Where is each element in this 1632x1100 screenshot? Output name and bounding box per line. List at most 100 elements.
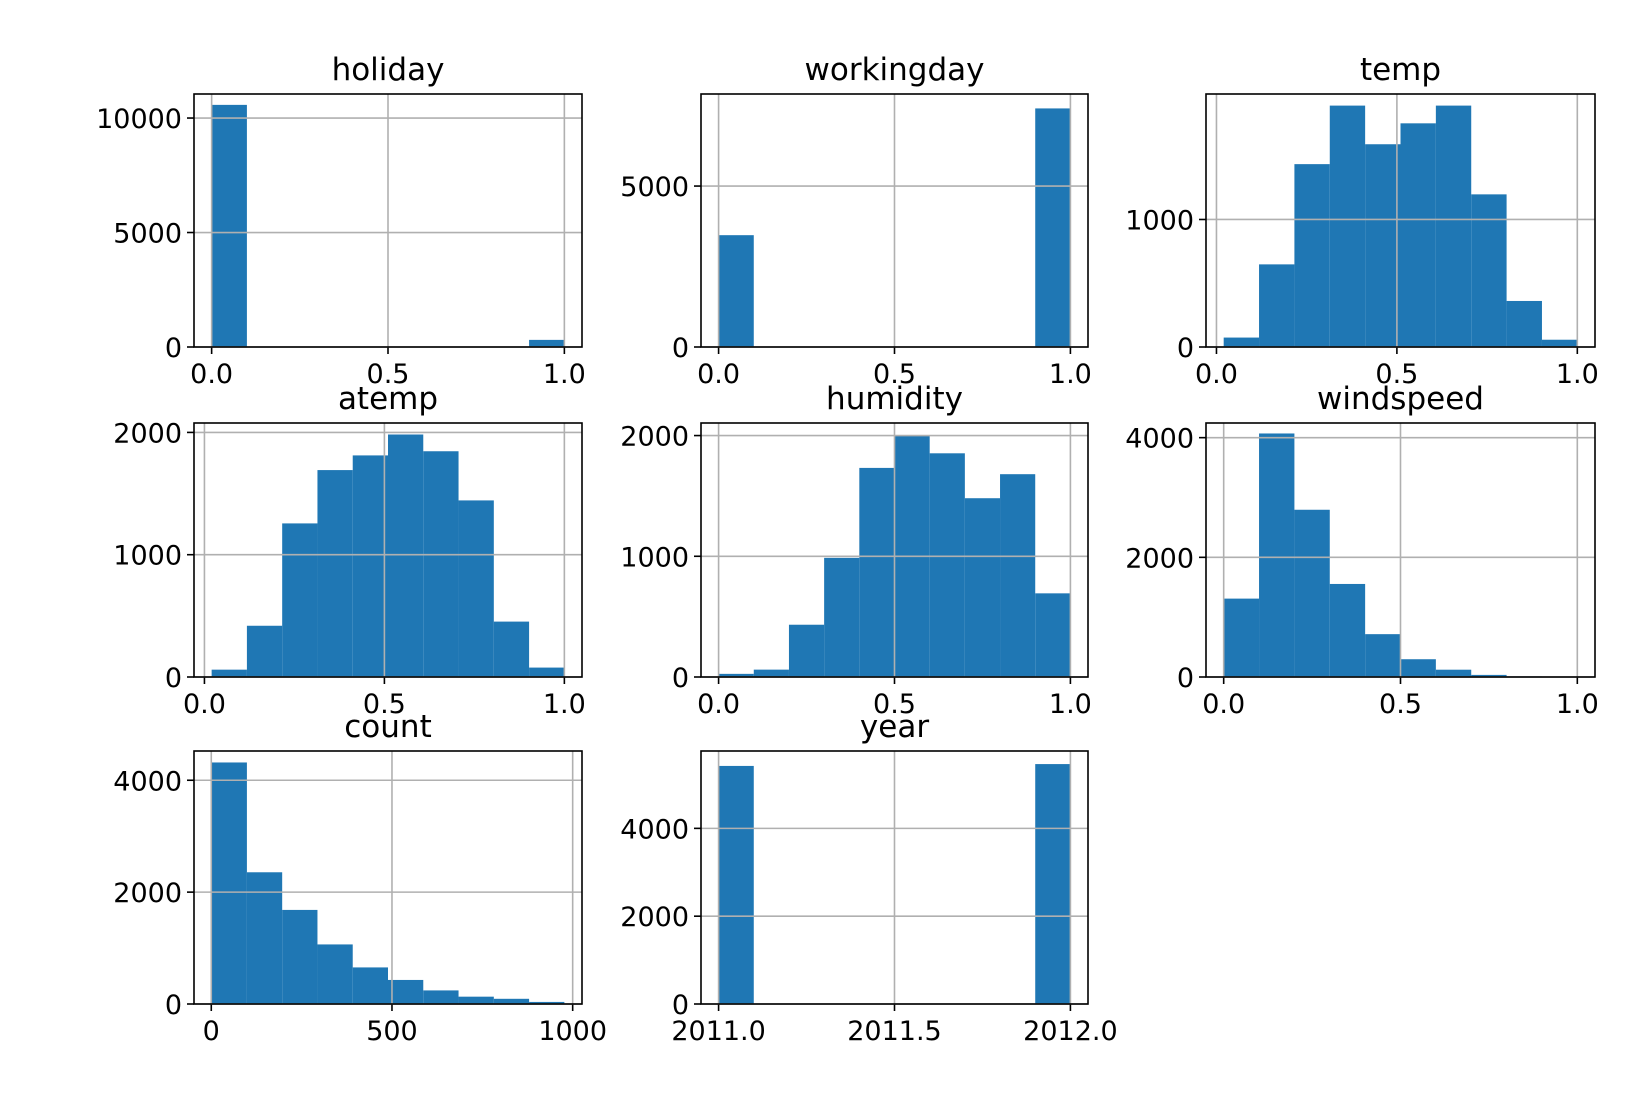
axes-frame [700,422,1089,678]
y-tick-label: 2000 [620,422,689,453]
chart-title: count [344,709,431,745]
y-tick-label: 2000 [113,878,182,909]
y-tick-label: 0 [672,333,689,364]
x-tick-label: 1.0 [1049,689,1092,720]
bar [824,557,860,677]
y-tick-label: 4000 [1125,424,1194,455]
bar [1365,144,1401,347]
bar [1506,300,1542,347]
x-tick-label: 1.0 [543,359,586,390]
bar [1541,339,1578,347]
x-tick-label: 0.0 [1202,689,1245,720]
x-tick-label: 0.5 [1379,689,1422,720]
y-tick-label: 0 [165,663,182,694]
bar [964,498,1001,677]
bar [788,624,825,677]
chart-title: holiday [332,52,445,88]
bar [493,621,530,677]
chart-title: windspeed [1317,381,1484,417]
bar [1471,194,1507,347]
bar [718,235,754,347]
bar [529,339,565,347]
bar [1365,634,1401,677]
axes-frame [193,422,583,678]
x-tick-label: 1.0 [1556,359,1599,390]
x-tick-label: 0.5 [873,359,916,390]
x-tick-label: 0 [203,1016,220,1047]
y-tick-label: 2000 [1125,543,1194,574]
y-tick-label: 5000 [620,172,689,203]
chart-title: workingday [805,52,985,88]
x-tick-label: 0.0 [1195,359,1238,390]
bar [1435,105,1472,347]
x-tick-label: 0.0 [697,689,740,720]
bar [529,667,565,677]
y-tick-label: 4000 [113,766,182,797]
bar [317,470,353,677]
x-tick-label: 0.0 [190,359,233,390]
axes-frame [700,93,1089,348]
x-tick-label: 1.0 [1556,689,1599,720]
y-tick-label: 0 [672,663,689,694]
bar [352,967,388,1004]
bar [1259,433,1295,677]
bar [317,944,353,1004]
x-tick-label: 0.5 [1375,359,1418,390]
bar [753,669,789,677]
x-tick-label: 0.0 [697,359,740,390]
bar [388,434,424,677]
x-tick-label: 1.0 [1049,359,1092,390]
bar [1294,509,1330,677]
bar [458,996,494,1004]
x-tick-label: 1000 [538,1016,607,1047]
x-tick-label: 500 [366,1016,418,1047]
bar [1223,337,1260,347]
y-tick-label: 2000 [620,902,689,933]
bar [1223,598,1260,677]
bar [493,998,530,1004]
bar [929,453,965,677]
bar [718,673,754,677]
y-tick-label: 1000 [620,542,689,573]
chart-title: humidity [826,381,963,417]
bar [352,455,388,677]
bar [1400,659,1436,677]
bar [1294,164,1330,347]
x-tick-label: 0.0 [183,689,226,720]
x-tick-label: 0.5 [367,359,410,390]
bar [423,990,459,1004]
x-tick-label: 2012.0 [1023,1016,1117,1047]
bar [1000,474,1036,677]
chart-title: year [860,709,929,745]
bar [211,104,247,347]
bar [246,625,283,677]
x-tick-label: 0.5 [873,689,916,720]
bar [211,762,247,1004]
x-tick-label: 2011.0 [671,1016,765,1047]
y-tick-label: 0 [1177,663,1194,694]
bar [1435,669,1472,677]
bar [423,451,459,677]
bar [1035,593,1071,677]
bar [1471,674,1507,677]
axes-frame [700,750,1089,1005]
bar [282,909,318,1004]
y-tick-label: 0 [672,990,689,1021]
y-tick-label: 0 [165,990,182,1021]
bar [1329,583,1366,677]
bar [282,523,318,677]
y-tick-label: 1000 [113,541,182,572]
y-tick-label: 0 [165,333,182,364]
x-tick-label: 0.5 [363,689,406,720]
y-tick-label: 2000 [113,418,182,449]
bar [1035,764,1071,1004]
bar [859,467,895,677]
axes-frame [1205,93,1596,348]
axes-frame [1205,422,1596,678]
y-tick-label: 4000 [620,814,689,845]
bar [1259,264,1295,347]
bar [211,669,247,677]
x-tick-label: 1.0 [543,689,586,720]
bar [1035,108,1071,348]
y-tick-label: 0 [1177,333,1194,364]
